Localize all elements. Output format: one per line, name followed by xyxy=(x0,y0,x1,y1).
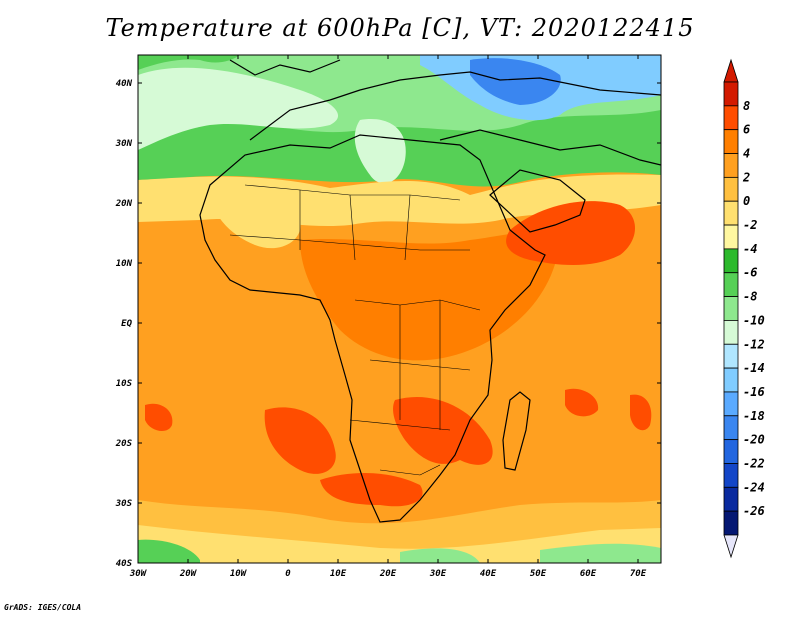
colorbar-label: 4 xyxy=(743,147,750,161)
border-line-7 xyxy=(379,464,441,476)
colorbar-label: -8 xyxy=(743,290,757,304)
field-south-africa-red xyxy=(393,396,493,465)
colorbar-label: -16 xyxy=(743,385,765,399)
madagascar-coastline xyxy=(502,391,531,471)
lon-label-60e: 60E xyxy=(580,569,597,579)
lon-label-10w: 10W xyxy=(230,569,248,579)
lon-label-0: 0 xyxy=(285,569,291,579)
colorbar-label: -20 xyxy=(743,433,765,447)
colorbar-swatch xyxy=(723,176,739,202)
africa-coastline xyxy=(199,134,546,523)
colorbar-swatch xyxy=(723,415,739,441)
colorbar-swatch xyxy=(723,343,739,369)
lat-label-20s: 20S xyxy=(115,439,133,449)
colorbar-label: -10 xyxy=(743,313,765,327)
lat-labels: 40N 30N 20N 10N EQ 10S 20S 30S 40S xyxy=(115,79,133,569)
field-kalahari-red xyxy=(320,473,423,507)
colorbar-swatch xyxy=(723,200,739,226)
credit-text: GrADS: IGES/COLA xyxy=(4,603,82,612)
colorbar-label: -2 xyxy=(743,218,757,232)
field-sahel-yellow xyxy=(205,179,301,249)
colorbar-label: -14 xyxy=(743,361,765,375)
lon-label-40e: 40E xyxy=(480,569,497,579)
europe-coastline xyxy=(249,71,661,141)
country-borders xyxy=(229,184,481,476)
field-europe-dark xyxy=(470,58,561,105)
colorbar-swatch xyxy=(723,272,739,297)
lat-label-10n: 10N xyxy=(116,259,133,269)
lat-label-40s: 40S xyxy=(116,559,133,569)
border-line-5 xyxy=(349,359,471,431)
field-tropics-orange xyxy=(300,232,560,361)
field-atlantic-red xyxy=(264,407,336,474)
colorbar-label: -26 xyxy=(743,504,765,518)
colorbar-swatch xyxy=(723,296,739,321)
colorbar-swatch xyxy=(723,105,739,131)
lon-label-30e: 30E xyxy=(429,569,447,579)
field-west-red xyxy=(145,403,173,432)
border-line-6 xyxy=(399,300,441,430)
mideast-border xyxy=(439,129,661,166)
field-pale-west xyxy=(138,67,339,150)
field-east-red xyxy=(630,394,652,431)
colorbar-label: -18 xyxy=(743,409,765,423)
field-se-green xyxy=(540,543,661,563)
field-arabia-red xyxy=(506,201,635,265)
colorbar-swatch xyxy=(723,224,739,250)
plot-frame xyxy=(137,54,662,564)
lat-label-10s: 10S xyxy=(116,379,133,389)
lat-label-eq: EQ xyxy=(121,319,132,329)
field-indian-red xyxy=(565,388,599,417)
border-line-4 xyxy=(354,299,481,311)
colorbar-swatch xyxy=(723,153,739,178)
colorbar: 8 6 4 2 0 -2 -4 -6 -8 -10 -12 -14 -16 -18 -20 -22 -24 -26 xyxy=(723,58,765,559)
colorbar-label: 0 xyxy=(743,194,750,208)
lon-labels: 30W 20W 10W 0 10E 20E 30E 40E 50E 60E 70… xyxy=(129,569,647,579)
lon-label-30w: 30W xyxy=(129,569,148,579)
colorbar-swatch xyxy=(723,248,739,274)
colorbar-swatch xyxy=(723,81,739,107)
lon-label-50e: 50E xyxy=(530,569,547,579)
field-sw-green xyxy=(138,539,200,563)
coastlines xyxy=(199,59,661,523)
colorbar-label: -22 xyxy=(743,456,765,470)
colorbar-swatch xyxy=(723,367,739,393)
lon-label-20w: 20W xyxy=(179,569,198,579)
colorbar-label: -6 xyxy=(743,266,757,280)
map-title: Temperature at 600hPa [C], VT: 202012241… xyxy=(105,14,695,42)
colorbar-label: -24 xyxy=(743,480,765,494)
colorbar-swatch xyxy=(723,129,739,154)
colorbar-bottom-arrow xyxy=(723,534,739,559)
colorbar-swatch xyxy=(723,463,739,488)
field-nw-green xyxy=(138,55,240,70)
field-south-paleyellow xyxy=(138,525,661,563)
lat-label-20n: 20N xyxy=(115,199,133,209)
lon-label-20e: 20E xyxy=(379,569,397,579)
colorbar-label: -12 xyxy=(743,337,765,351)
lat-label-30n: 30N xyxy=(115,139,133,149)
lon-label-70e: 70E xyxy=(630,569,647,579)
lat-label-40n: 40N xyxy=(116,79,133,89)
field-pale-libya xyxy=(354,119,406,184)
colorbar-label: 6 xyxy=(743,123,750,137)
colorbar-swatch xyxy=(723,510,739,536)
colorbar-swatch xyxy=(723,439,739,464)
colorbar-label: 8 xyxy=(743,99,750,113)
axis-ticks xyxy=(137,55,661,564)
temperature-field xyxy=(138,55,661,563)
border-line-3 xyxy=(229,234,470,251)
iberia-coastline xyxy=(229,59,341,76)
arabia-coastline xyxy=(489,169,586,233)
colorbar-swatch xyxy=(723,391,739,417)
colorbar-label: 2 xyxy=(742,170,750,184)
colorbar-label: -4 xyxy=(743,242,757,256)
colorbar-swatch xyxy=(723,320,739,345)
lon-label-10e: 10E xyxy=(330,569,347,579)
colorbar-swatch xyxy=(723,486,739,512)
field-s-green xyxy=(400,548,480,563)
colorbar-top-arrow xyxy=(723,58,739,83)
lat-label-30s: 30S xyxy=(115,499,133,509)
